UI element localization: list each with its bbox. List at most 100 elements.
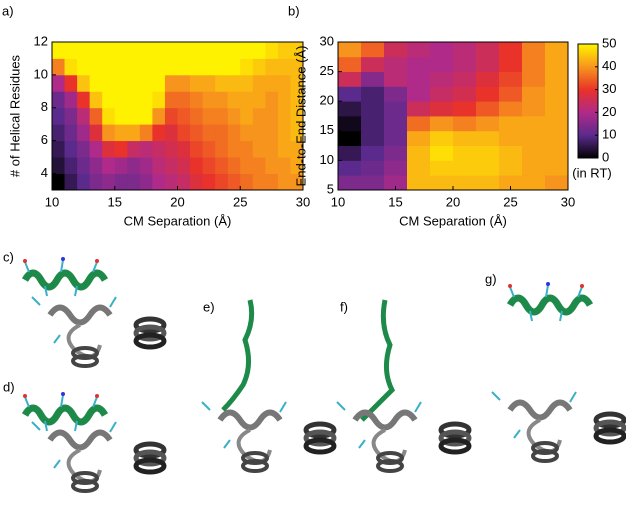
colorbar-swatch — [578, 51, 598, 54]
heat-cell — [522, 145, 546, 161]
heat-cell — [240, 124, 254, 142]
colorbar-swatch — [578, 123, 598, 127]
heat-cell — [545, 56, 569, 72]
heat-cell — [152, 58, 166, 76]
heat-cell — [164, 124, 178, 142]
heat-cell — [152, 124, 166, 142]
heat-cell — [227, 91, 241, 109]
heat-cell — [290, 107, 304, 125]
colorbar-tick-label: 30 — [602, 81, 616, 96]
heat-cell — [139, 107, 153, 125]
heat-cell — [384, 86, 408, 102]
protein-structure — [492, 392, 624, 461]
heat-cell — [152, 157, 166, 174]
heat-cell — [407, 42, 431, 58]
heat-cell — [338, 160, 362, 176]
heat-cell — [407, 160, 431, 176]
x-tick-label: 15 — [388, 194, 402, 209]
y-tick-label: 25 — [320, 63, 334, 78]
heat-cell — [499, 101, 523, 117]
heat-cell — [89, 58, 103, 76]
heat-cell — [215, 74, 229, 92]
heat-cell — [77, 124, 91, 142]
y-tick-label: 6 — [41, 132, 48, 147]
structures — [23, 257, 624, 491]
heat-cell — [177, 107, 191, 125]
colorbar-swatch — [578, 93, 598, 96]
colorbar-swatch — [578, 66, 598, 70]
heat-cell — [453, 116, 477, 132]
heat-cell — [127, 91, 141, 109]
heat-cell — [338, 71, 362, 87]
protein-structure — [32, 297, 164, 366]
heat-cell — [77, 157, 91, 174]
heat-cell — [177, 124, 191, 142]
heat-cell — [139, 173, 153, 191]
heat-cell — [407, 130, 431, 146]
heat-cell — [114, 42, 128, 59]
heat-cell — [52, 124, 65, 142]
heat-cell — [102, 91, 116, 109]
heat-cell — [127, 107, 141, 125]
colorbar-swatch — [578, 83, 598, 87]
heat-cell — [384, 160, 408, 176]
heat-cell — [430, 101, 454, 117]
heat-cell — [265, 58, 279, 76]
x-tick-label: 30 — [296, 194, 310, 209]
y-tick-label: 12 — [34, 33, 48, 48]
heat-cell — [164, 157, 178, 174]
colorbar-label: (in RT) — [572, 165, 611, 180]
heat-cell — [89, 124, 103, 142]
colorbar-tick-label: 10 — [602, 127, 616, 142]
heat-cell — [64, 124, 78, 142]
heat-cell — [277, 74, 291, 92]
heat-cell — [114, 74, 128, 92]
heat-cell — [430, 145, 454, 161]
heat-cell — [545, 42, 569, 58]
heat-cell — [545, 130, 569, 146]
heat-cell — [177, 91, 191, 109]
colorbar-swatch — [578, 125, 598, 129]
heat-cell — [499, 86, 523, 102]
heat-cell — [430, 56, 454, 72]
colorbar-swatch — [578, 121, 598, 125]
heat-cell — [127, 173, 141, 191]
heat-cell — [453, 175, 477, 191]
heat-cell — [384, 145, 408, 161]
heat-cell — [476, 101, 500, 117]
y-tick-label: 8 — [41, 99, 48, 114]
heat-cell — [545, 160, 569, 176]
y-tick-label: 10 — [34, 66, 48, 81]
colorbar-swatch — [578, 91, 598, 94]
heat-cell — [190, 107, 203, 125]
heat-cell — [190, 58, 203, 76]
heat-cell — [499, 56, 523, 72]
heat-cell — [361, 160, 385, 176]
heat-cell — [215, 58, 229, 76]
heat-cell — [453, 86, 477, 102]
heat-cell — [177, 74, 191, 92]
heat-cell — [240, 173, 254, 191]
heat-cell — [476, 175, 500, 191]
colorbar-tick-label: 40 — [602, 58, 616, 73]
heat-cell — [338, 116, 362, 132]
heat-cell — [139, 124, 153, 142]
heat-cell — [545, 116, 569, 132]
heat-cell — [338, 56, 362, 72]
heat-cell — [545, 145, 569, 161]
heat-cell — [430, 160, 454, 176]
heat-cell — [127, 74, 141, 92]
colorbar-swatch — [578, 110, 598, 113]
colorbar-swatch — [578, 142, 598, 146]
peptide-helix — [508, 282, 590, 321]
heat-cell — [152, 91, 166, 109]
heat-cell — [453, 160, 477, 176]
colorbar-swatch — [578, 85, 598, 89]
heat-cell — [265, 91, 279, 109]
colorbar-swatch — [578, 87, 598, 91]
heat-cell — [127, 42, 141, 59]
heat-cell — [277, 124, 291, 142]
heat-cell — [265, 42, 279, 59]
colorbar-swatch — [578, 63, 598, 66]
heat-cell — [227, 173, 241, 191]
